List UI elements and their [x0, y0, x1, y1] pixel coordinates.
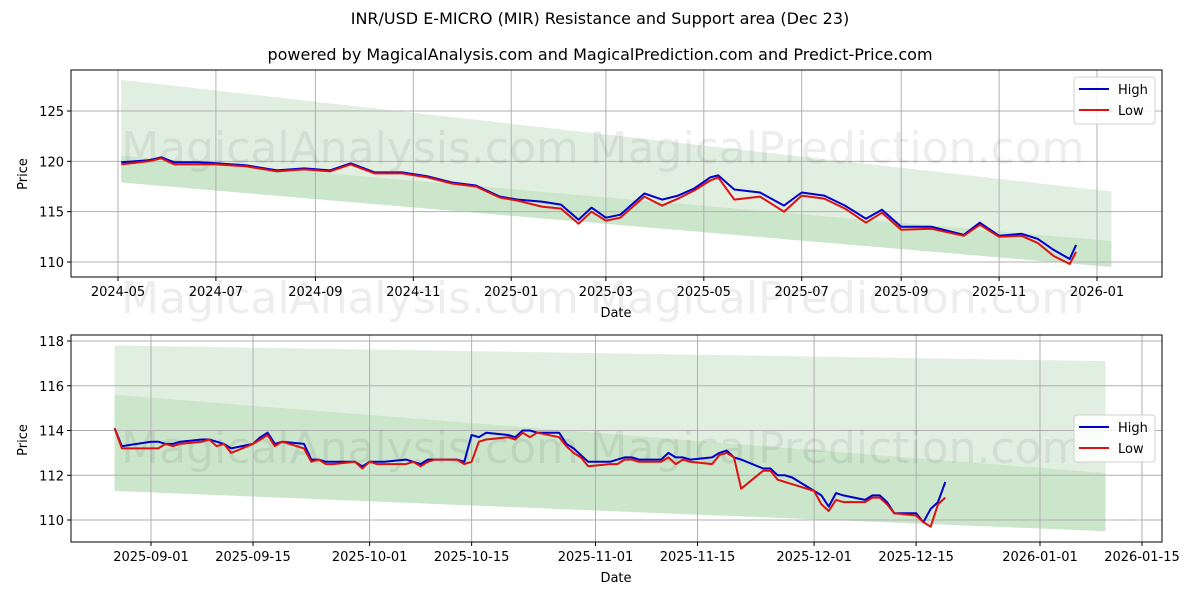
- legend-high-label: High: [1118, 421, 1148, 436]
- y-tick-label: 120: [39, 155, 64, 170]
- grid-lines: [71, 70, 1162, 277]
- resistance-support-bands: [114, 345, 1106, 532]
- x-tick-label: 2025-03: [579, 285, 633, 300]
- x-tick-label: 2025-09: [874, 285, 928, 300]
- price-lines: [121, 156, 1078, 265]
- watermark: MagicalAnalysis.com: [121, 123, 579, 174]
- legend-low-label: Low: [1118, 442, 1144, 457]
- axis-ticks: 2025-09-01 2025-09-15 2025-10-01 2025-10-15…: [39, 335, 1180, 565]
- resistance-band: [121, 79, 1112, 241]
- resistance-band: [114, 345, 1106, 474]
- axis-ticks: 2024-05 2024-07 2024-09 2024-11 2025-01 2025-…: [39, 105, 1124, 300]
- x-axis-label: Date: [600, 571, 631, 586]
- x-tick-label: 2025-11: [972, 285, 1026, 300]
- x-axis-label: Date: [600, 306, 631, 321]
- x-tick-label: 2025-09-15: [215, 550, 291, 565]
- y-axis-label: Price: [16, 424, 31, 456]
- x-tick-label: 2026-01: [1070, 285, 1124, 300]
- x-tick-label: 2026-01-15: [1104, 550, 1180, 565]
- x-tick-label: 2025-11-01: [558, 550, 634, 565]
- y-tick-label: 114: [39, 425, 64, 440]
- x-tick-label: 2025-10-01: [332, 550, 408, 565]
- support-band: [114, 394, 1106, 532]
- watermark: MagicalPrediction.com: [590, 123, 1085, 174]
- legend-high-label: High: [1118, 83, 1148, 98]
- x-tick-label: 2026-01-01: [1002, 550, 1078, 565]
- plot-frame: [70, 334, 1163, 543]
- y-tick-label: 110: [39, 256, 64, 271]
- x-tick-label: 2024-05: [91, 285, 145, 300]
- x-tick-label: 2025-07: [775, 285, 829, 300]
- x-tick-label: 2024-07: [189, 285, 243, 300]
- x-tick-label: 2025-05: [677, 285, 731, 300]
- high-price-line: [113, 427, 947, 524]
- legend: High Low: [1073, 76, 1156, 125]
- x-tick-label: 2025-12-01: [776, 550, 852, 565]
- x-tick-label: 2024-11: [386, 285, 440, 300]
- price-lines: [113, 427, 947, 528]
- x-tick-label: 2025-11-15: [660, 550, 736, 565]
- watermark: MagicalAnalysis.com: [121, 273, 579, 324]
- resistance-support-bands: [121, 79, 1112, 268]
- y-tick-label: 112: [39, 469, 64, 484]
- chart-title: INR/USD E-MICRO (MIR) Resistance and Sup…: [350, 9, 850, 28]
- plot-frame: [70, 69, 1163, 278]
- low-price-line: [121, 157, 1077, 265]
- x-tick-label: 2025-01: [484, 285, 538, 300]
- y-tick-label: 110: [39, 514, 64, 529]
- chart-subtitle: powered by MagicalAnalysis.com and Magic…: [267, 45, 933, 64]
- grid-lines: [71, 335, 1162, 542]
- y-tick-label: 116: [39, 380, 64, 395]
- x-tick-label: 2025-12-15: [878, 550, 954, 565]
- y-tick-label: 125: [39, 105, 64, 120]
- legend-low-label: Low: [1118, 104, 1144, 119]
- y-axis-label: Price: [16, 158, 31, 190]
- watermark: MagicalAnalysis.com: [121, 423, 579, 474]
- watermark: MagicalPrediction.com: [590, 423, 1085, 474]
- low-price-line: [113, 427, 946, 528]
- x-tick-label: 2025-09-01: [113, 550, 189, 565]
- support-band: [121, 155, 1112, 268]
- y-tick-label: 118: [39, 335, 64, 350]
- x-tick-label: 2024-09: [288, 285, 342, 300]
- watermark: MagicalPrediction.com: [590, 273, 1085, 324]
- y-tick-label: 115: [39, 206, 64, 221]
- legend: High Low: [1073, 414, 1156, 463]
- x-tick-label: 2025-10-15: [434, 550, 510, 565]
